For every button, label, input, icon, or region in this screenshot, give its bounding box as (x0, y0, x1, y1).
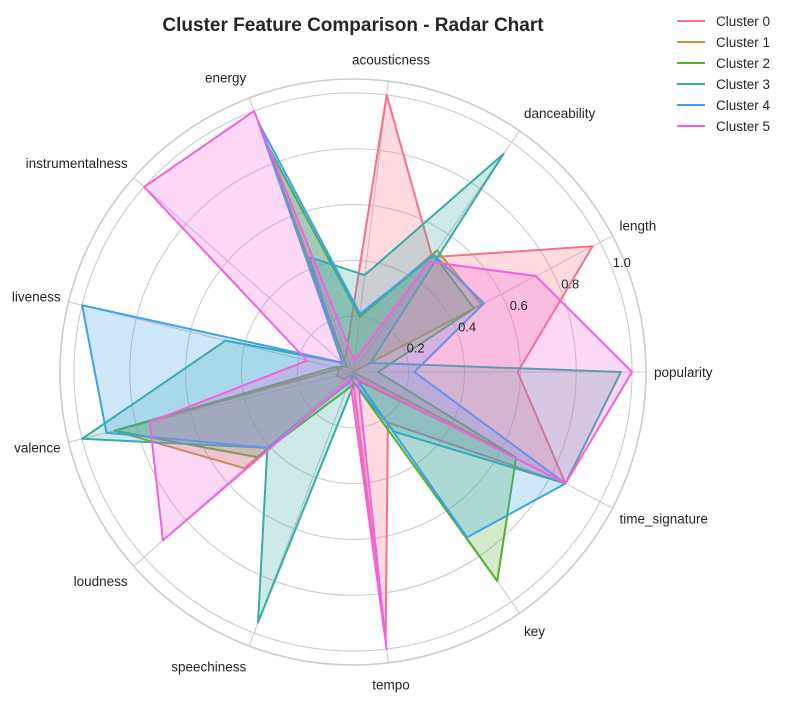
grid-spoke (352, 81, 389, 373)
legend-item: Cluster 1 (677, 35, 770, 50)
legend-item: Cluster 2 (677, 56, 770, 71)
series-line (81, 120, 567, 539)
series-4 (81, 120, 567, 539)
legend-label: Cluster 3 (716, 77, 770, 92)
axis-label-danceability: danceability (524, 106, 596, 121)
axis-label-length: length (620, 219, 657, 234)
series-line (143, 110, 634, 651)
radial-tick-label: 0.4 (458, 319, 476, 334)
grid-spoke (133, 177, 354, 373)
axis-label-valence: valence (14, 440, 61, 455)
radial-tick-label: 0.2 (407, 341, 425, 356)
axis-label-energy: energy (205, 71, 247, 86)
series-5 (143, 110, 634, 651)
legend-item: Cluster 3 (677, 77, 770, 92)
legend-item: Cluster 4 (677, 98, 771, 113)
series-line (335, 93, 594, 642)
chart-title: Cluster Feature Comparison - Radar Chart (162, 15, 544, 36)
axis-label-loudness: loudness (74, 574, 128, 589)
radial-tick-labels: 0.2 0.4 0.6 0.8 1.0 (407, 255, 631, 355)
radial-tick-label: 0.6 (510, 298, 528, 313)
axis-label-speechiness: speechiness (171, 660, 246, 675)
radar-grid (59, 78, 647, 666)
legend-label: Cluster 1 (716, 35, 770, 50)
legend-item: Cluster 5 (677, 119, 770, 134)
series-0 (335, 93, 594, 642)
legend-label: Cluster 5 (716, 119, 770, 134)
series-fill (82, 121, 566, 538)
series-layer (81, 93, 634, 651)
axis-label-tempo: tempo (372, 678, 410, 693)
series-fill (144, 111, 633, 650)
axis-label-instrumentalness: instrumentalness (26, 156, 128, 171)
legend: Cluster 0 Cluster 1 Cluster 2 Cluster 3 Clus… (677, 14, 771, 134)
series-fill (114, 142, 517, 581)
radial-tick-label: 0.8 (561, 277, 579, 292)
axis-label-time-signature: time_signature (620, 511, 709, 526)
series-fill (114, 142, 517, 469)
radial-tick-label: 1.0 (613, 255, 631, 270)
legend-label: Cluster 0 (716, 14, 770, 29)
legend-label: Cluster 2 (716, 56, 770, 71)
axis-label-liveness: liveness (12, 290, 61, 305)
legend-label: Cluster 4 (716, 98, 771, 113)
axis-label-key: key (524, 624, 545, 639)
axis-label-popularity: popularity (654, 365, 713, 380)
legend-item: Cluster 0 (677, 14, 770, 29)
axis-labels: popularity length danceability acousticness… (12, 52, 713, 692)
series-fill (336, 94, 593, 641)
axis-label-acousticness: acousticness (352, 52, 430, 67)
